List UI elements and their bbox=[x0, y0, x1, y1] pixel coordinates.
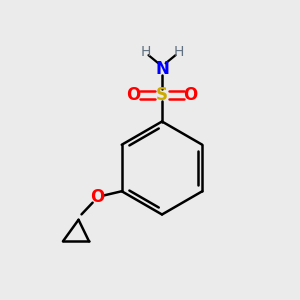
Text: S: S bbox=[156, 86, 168, 104]
Text: O: O bbox=[126, 86, 141, 104]
Text: H: H bbox=[173, 45, 184, 59]
Text: H: H bbox=[140, 45, 151, 59]
Text: O: O bbox=[183, 86, 198, 104]
Text: N: N bbox=[155, 60, 169, 78]
Text: O: O bbox=[90, 188, 104, 206]
